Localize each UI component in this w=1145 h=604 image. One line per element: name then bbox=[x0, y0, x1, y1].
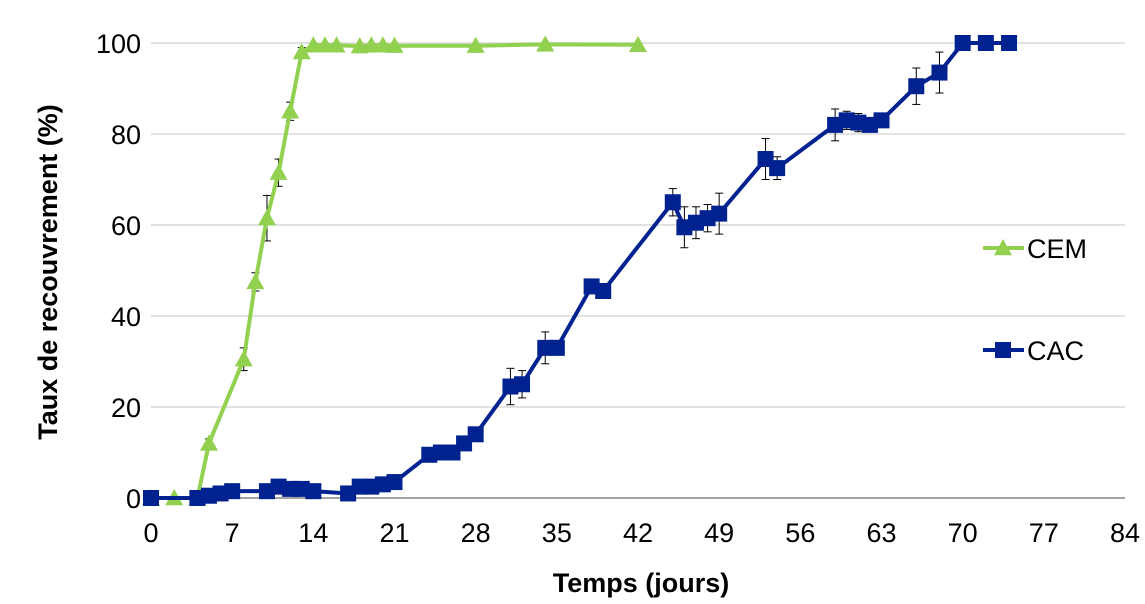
legend-marker-cac bbox=[995, 342, 1011, 358]
data-point-cac bbox=[224, 483, 241, 500]
x-tick-label: 35 bbox=[542, 518, 572, 548]
x-tick-label: 77 bbox=[1029, 518, 1059, 548]
data-point-cac bbox=[769, 160, 786, 177]
markers-cem bbox=[142, 35, 647, 506]
x-tick-label: 49 bbox=[704, 518, 734, 548]
data-point-cac bbox=[514, 376, 531, 393]
gridlines bbox=[151, 42, 1125, 408]
data-point-cac bbox=[908, 78, 925, 95]
data-point-cac bbox=[977, 35, 994, 51]
data-point-cac bbox=[664, 194, 681, 211]
x-tick-label: 56 bbox=[785, 518, 815, 548]
data-point-cac bbox=[1001, 35, 1018, 51]
y-tick-label: 100 bbox=[96, 29, 141, 59]
y-axis-title: Taux de recouvrement (%) bbox=[33, 104, 63, 440]
data-point-cac bbox=[305, 483, 322, 500]
data-point-cem bbox=[385, 36, 404, 53]
data-point-cac bbox=[873, 112, 890, 129]
y-tick-label: 40 bbox=[111, 302, 141, 332]
x-tick-label: 0 bbox=[143, 518, 158, 548]
data-point-cac bbox=[711, 205, 728, 222]
data-point-cem bbox=[362, 36, 381, 53]
data-point-cem bbox=[199, 434, 218, 451]
x-tick-label: 28 bbox=[461, 518, 491, 548]
legend-label-cem: CEM bbox=[1027, 234, 1087, 264]
y-tick-labels: 0 20 40 60 80 100 bbox=[96, 29, 141, 514]
series bbox=[142, 35, 1018, 506]
data-point-cem bbox=[246, 272, 265, 290]
data-point-cem bbox=[292, 43, 311, 60]
data-point-cem bbox=[304, 36, 323, 53]
data-point-cem bbox=[327, 36, 346, 53]
data-point-cac bbox=[954, 35, 971, 51]
x-tick-labels: 0 7 14 21 28 35 42 49 56 63 70 77 84 bbox=[143, 518, 1140, 548]
series-cem bbox=[142, 35, 647, 506]
x-tick-label: 21 bbox=[379, 518, 409, 548]
legend-marker-cem bbox=[994, 239, 1012, 256]
data-point-cac bbox=[143, 490, 159, 506]
data-point-cem bbox=[466, 36, 485, 53]
series-cac bbox=[143, 35, 1018, 506]
legend-label-cac: CAC bbox=[1027, 336, 1084, 366]
markers-cac bbox=[143, 35, 1018, 506]
y-tick-label: 20 bbox=[111, 393, 141, 423]
legend: CEM CAC bbox=[983, 234, 1087, 366]
x-tick-label: 84 bbox=[1110, 518, 1140, 548]
legend-item-cem: CEM bbox=[983, 234, 1087, 264]
data-point-cac bbox=[931, 64, 948, 81]
data-point-cem bbox=[373, 36, 392, 53]
data-point-cem bbox=[536, 35, 555, 52]
data-point-cem bbox=[629, 35, 647, 53]
data-point-cac bbox=[467, 426, 484, 443]
data-point-cac bbox=[595, 282, 612, 299]
x-axis-title: Temps (jours) bbox=[553, 568, 730, 598]
series-line-cem bbox=[151, 42, 639, 500]
y-tick-label: 60 bbox=[111, 211, 141, 241]
x-tick-label: 7 bbox=[225, 518, 240, 548]
x-tick-label: 70 bbox=[948, 518, 978, 548]
y-tick-label: 0 bbox=[126, 484, 141, 514]
legend-item-cac: CAC bbox=[983, 336, 1084, 366]
data-point-cac bbox=[548, 339, 565, 356]
data-point-cem bbox=[281, 102, 300, 119]
data-point-cem bbox=[234, 350, 253, 367]
x-tick-label: 63 bbox=[866, 518, 896, 548]
x-tick-label: 14 bbox=[298, 518, 328, 548]
data-point-cem bbox=[315, 36, 334, 53]
y-tick-label: 80 bbox=[111, 120, 141, 150]
data-point-cem bbox=[269, 163, 288, 180]
data-point-cem bbox=[257, 209, 276, 226]
data-point-cac bbox=[386, 474, 403, 491]
series-line-cac bbox=[151, 41, 1010, 500]
x-tick-label: 42 bbox=[623, 518, 653, 548]
error-bars-cac bbox=[471, 51, 944, 440]
